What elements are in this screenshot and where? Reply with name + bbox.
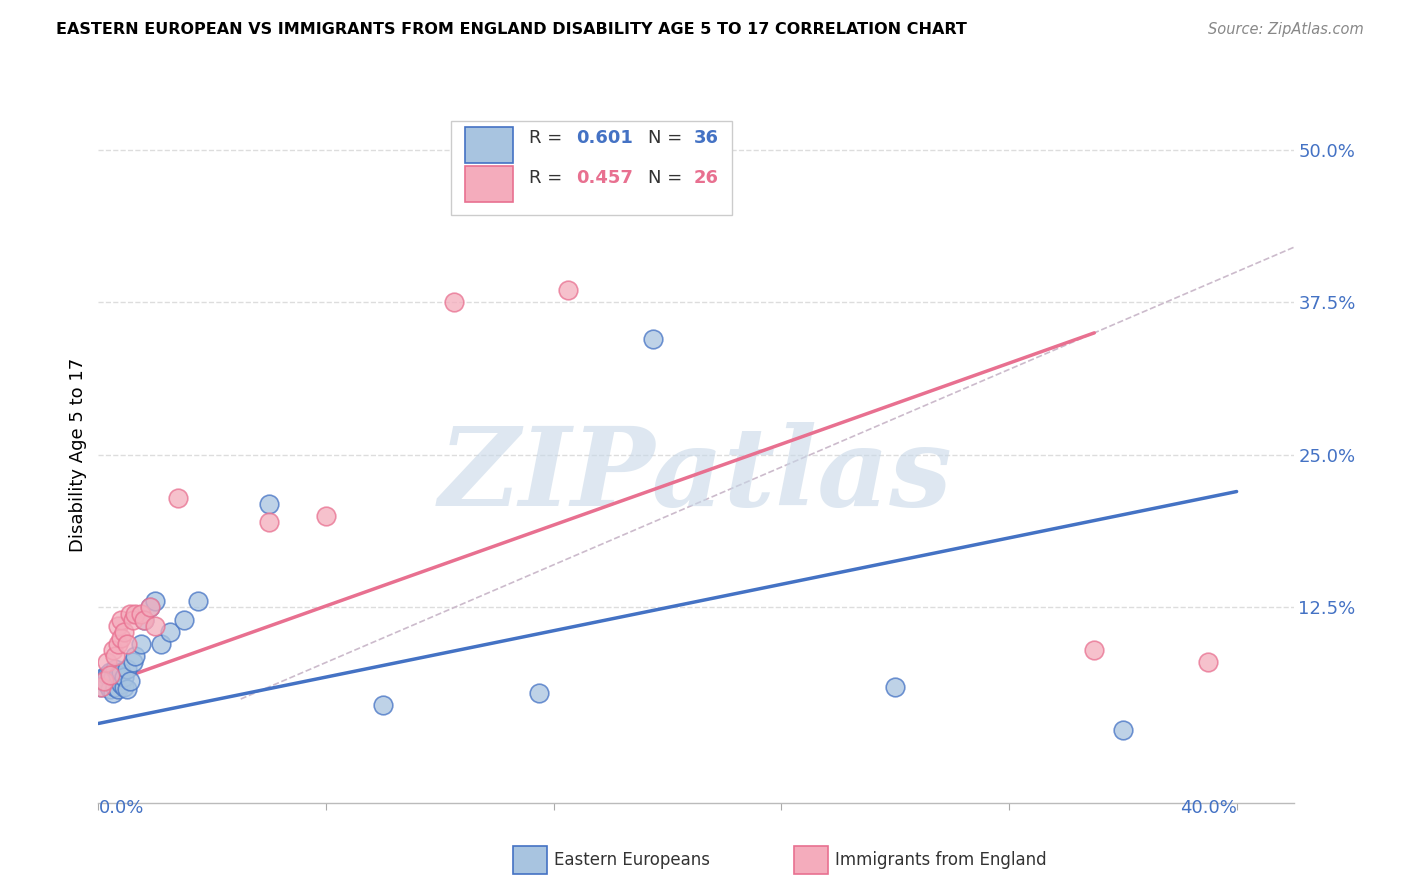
Point xyxy=(150,637,173,651)
Text: 0.601: 0.601 xyxy=(576,129,633,147)
Point xyxy=(107,619,129,633)
Point xyxy=(107,667,129,681)
Text: R =: R = xyxy=(529,169,562,187)
Point xyxy=(96,656,118,670)
Point xyxy=(93,670,115,684)
Text: R =: R = xyxy=(529,129,562,147)
Point xyxy=(101,670,124,684)
Point xyxy=(1112,723,1135,737)
Point xyxy=(110,613,132,627)
Point xyxy=(643,332,665,346)
Bar xyxy=(465,166,513,202)
Point xyxy=(110,631,132,645)
Point xyxy=(884,680,907,694)
Point xyxy=(118,673,141,688)
Point xyxy=(371,698,394,713)
Text: 40.0%: 40.0% xyxy=(1180,799,1237,817)
Point xyxy=(90,680,112,694)
Point xyxy=(529,686,551,700)
Point xyxy=(257,497,280,511)
Point xyxy=(98,665,121,680)
Text: EASTERN EUROPEAN VS IMMIGRANTS FROM ENGLAND DISABILITY AGE 5 TO 17 CORRELATION C: EASTERN EUROPEAN VS IMMIGRANTS FROM ENGL… xyxy=(56,22,967,37)
Point xyxy=(132,613,155,627)
Point xyxy=(110,677,132,691)
Text: ZIPatlas: ZIPatlas xyxy=(439,422,953,530)
Text: 26: 26 xyxy=(693,169,718,187)
Point xyxy=(1197,656,1219,670)
Text: 36: 36 xyxy=(693,129,718,147)
Point xyxy=(124,607,146,621)
Point xyxy=(118,607,141,621)
Point xyxy=(104,661,127,675)
Text: Source: ZipAtlas.com: Source: ZipAtlas.com xyxy=(1208,22,1364,37)
Point xyxy=(96,667,118,681)
Text: N =: N = xyxy=(648,129,682,147)
Point xyxy=(167,491,190,505)
Point xyxy=(1083,643,1105,657)
FancyBboxPatch shape xyxy=(451,121,733,215)
Point xyxy=(315,508,337,523)
Point xyxy=(101,686,124,700)
Point xyxy=(129,637,152,651)
Text: N =: N = xyxy=(648,169,682,187)
Point xyxy=(173,613,195,627)
Point xyxy=(557,283,579,297)
Point xyxy=(98,667,121,681)
Point xyxy=(143,619,166,633)
Point xyxy=(115,661,138,675)
Point xyxy=(98,682,121,697)
Text: 0.457: 0.457 xyxy=(576,169,633,187)
Point xyxy=(112,680,135,694)
Point xyxy=(110,665,132,680)
Text: Eastern Europeans: Eastern Europeans xyxy=(554,851,710,869)
Point xyxy=(138,600,160,615)
Point xyxy=(129,607,152,621)
Point xyxy=(93,673,115,688)
Bar xyxy=(465,127,513,162)
Point xyxy=(107,682,129,697)
Point xyxy=(257,515,280,529)
Point xyxy=(112,670,135,684)
Point xyxy=(121,656,143,670)
Point xyxy=(96,677,118,691)
Point xyxy=(115,637,138,651)
Point xyxy=(115,682,138,697)
Point xyxy=(104,680,127,694)
Point xyxy=(101,643,124,657)
Point xyxy=(443,295,465,310)
Point xyxy=(159,624,181,639)
Point xyxy=(121,613,143,627)
Y-axis label: Disability Age 5 to 17: Disability Age 5 to 17 xyxy=(69,358,87,552)
Point xyxy=(187,594,209,608)
Text: 0.0%: 0.0% xyxy=(98,799,143,817)
Point xyxy=(104,649,127,664)
Point xyxy=(90,680,112,694)
Point xyxy=(112,624,135,639)
Point xyxy=(143,594,166,608)
Point xyxy=(124,649,146,664)
Point xyxy=(132,613,155,627)
Point xyxy=(107,637,129,651)
Point xyxy=(93,673,115,688)
Text: Immigrants from England: Immigrants from England xyxy=(835,851,1047,869)
Point xyxy=(138,600,160,615)
